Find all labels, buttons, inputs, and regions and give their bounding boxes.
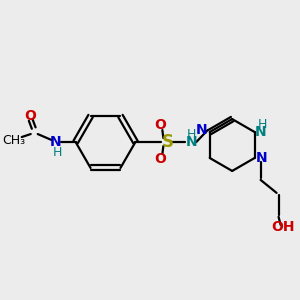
Text: O: O — [154, 118, 166, 132]
Text: H: H — [187, 128, 196, 140]
Text: N: N — [256, 151, 267, 165]
Text: O: O — [24, 109, 36, 123]
Text: N: N — [196, 123, 208, 137]
Text: H: H — [258, 118, 267, 130]
Text: CH₃: CH₃ — [2, 134, 25, 146]
Text: S: S — [161, 133, 173, 151]
Text: OH: OH — [271, 220, 294, 234]
Text: N: N — [255, 125, 266, 139]
Text: N: N — [50, 135, 62, 149]
Text: N: N — [185, 135, 197, 149]
Text: H: H — [53, 146, 62, 160]
Text: O: O — [154, 152, 166, 166]
